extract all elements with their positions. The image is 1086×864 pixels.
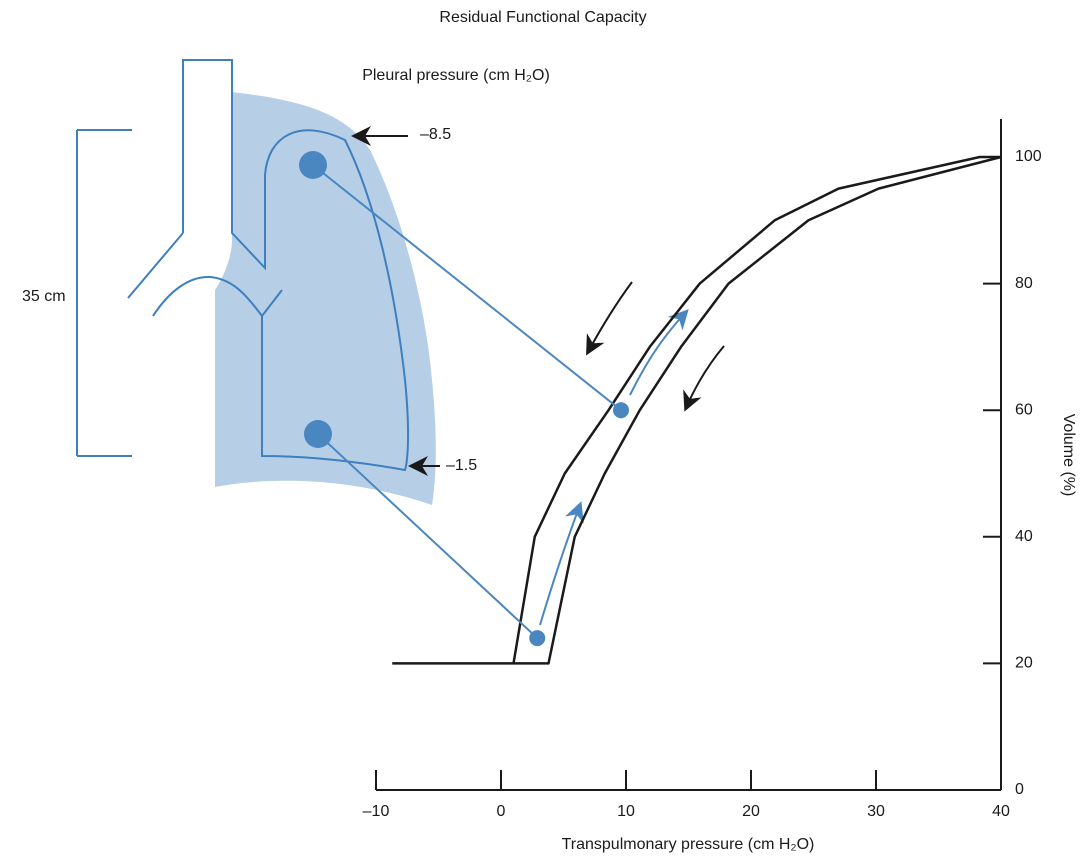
chart: Residual Functional Capacity Pleural pre… bbox=[0, 0, 1086, 859]
x-tick-label: –10 bbox=[363, 803, 390, 820]
annotation: –1.5 bbox=[446, 457, 477, 474]
point bbox=[613, 402, 629, 418]
annotation: 35 cm bbox=[22, 288, 66, 305]
y-tick-label: 80 bbox=[1015, 275, 1033, 292]
point bbox=[529, 630, 545, 646]
lung-illustration bbox=[77, 60, 440, 505]
y-tick-label: 60 bbox=[1015, 401, 1033, 418]
y-axis-label: Volume (%) bbox=[1060, 414, 1077, 497]
y-tick-label: 0 bbox=[1015, 781, 1024, 798]
annotation: –8.5 bbox=[420, 126, 451, 143]
y-tick-label: 20 bbox=[1015, 655, 1033, 672]
y-tick-label: 100 bbox=[1015, 148, 1042, 165]
annotation: Pleural pressure (cm H₂O) bbox=[362, 67, 550, 84]
x-tick-label: 20 bbox=[742, 803, 760, 820]
page: Residual Functional Capacity Pleural pre… bbox=[0, 0, 1086, 864]
chart-title: Residual Functional Capacity bbox=[439, 9, 646, 26]
x-tick-label: 0 bbox=[497, 803, 506, 820]
y-tick-label: 40 bbox=[1015, 528, 1033, 545]
curve bbox=[514, 157, 1002, 663]
x-axis-label: Transpulmonary pressure (cm H₂O) bbox=[562, 836, 815, 853]
x-tick-label: 10 bbox=[617, 803, 635, 820]
x-tick-label: 30 bbox=[867, 803, 885, 820]
x-tick-label: 40 bbox=[992, 803, 1010, 820]
